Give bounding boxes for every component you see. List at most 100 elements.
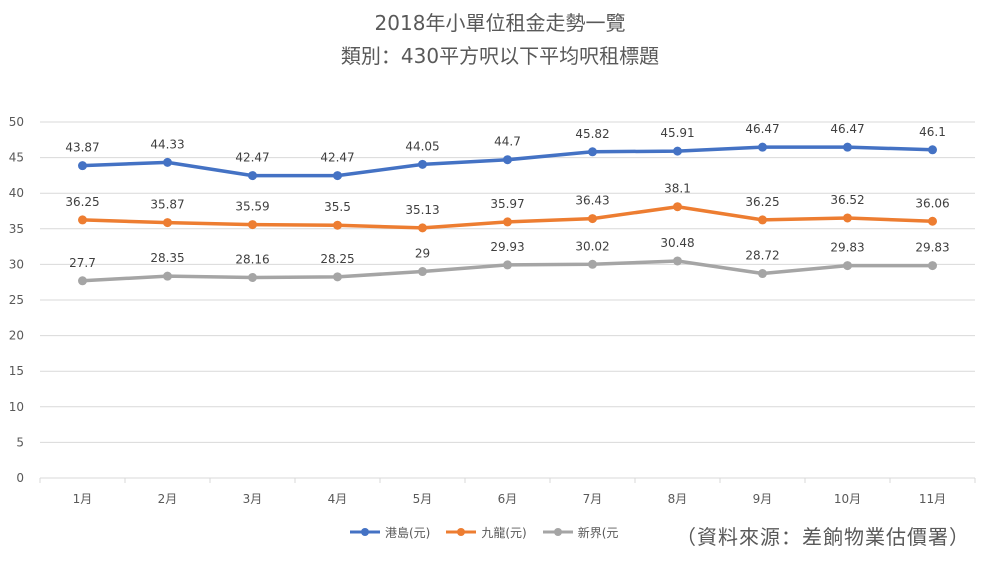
data-label: 28.35 bbox=[150, 251, 184, 265]
data-point bbox=[418, 223, 427, 233]
y-axis: 0 5 10 15 20 25 30 35 40 45 50 bbox=[9, 115, 24, 485]
data-point bbox=[78, 161, 87, 171]
y-tick-label: 30 bbox=[9, 257, 24, 271]
gridlines bbox=[40, 121, 975, 479]
data-label: 29.83 bbox=[830, 241, 864, 255]
data-label: 28.72 bbox=[745, 249, 779, 263]
data-label: 28.16 bbox=[235, 253, 269, 267]
x-tick-label: 10月 bbox=[834, 492, 861, 506]
data-point bbox=[928, 261, 937, 271]
data-label: 44.05 bbox=[405, 139, 439, 153]
legend-swatch bbox=[542, 528, 573, 536]
data-label: 27.7 bbox=[69, 256, 96, 270]
legend-label: 九龍(元) bbox=[481, 525, 527, 540]
y-tick-label: 40 bbox=[9, 186, 24, 200]
data-label: 44.33 bbox=[150, 137, 184, 151]
data-label: 38.1 bbox=[664, 182, 691, 196]
y-tick-label: 25 bbox=[9, 293, 24, 307]
legend: 港島(元) 九龍(元) 新界(元 bbox=[348, 521, 632, 543]
data-point bbox=[843, 261, 852, 271]
x-tick-label: 8月 bbox=[668, 492, 688, 506]
x-tick-label: 3月 bbox=[243, 492, 263, 506]
data-point bbox=[163, 271, 172, 281]
data-labels: 43.87 44.33 42.47 42.47 44.05 44.7 45.82 45.91 4… bbox=[65, 122, 949, 270]
data-point bbox=[673, 202, 682, 212]
legend-item: 港島(元) bbox=[348, 524, 430, 541]
y-tick-label: 5 bbox=[16, 435, 24, 449]
data-label: 45.91 bbox=[660, 126, 694, 140]
legend-marker bbox=[361, 528, 369, 536]
data-label: 46.47 bbox=[745, 122, 779, 136]
chart-title: 2018年小單位租金走勢一覽 bbox=[374, 11, 626, 35]
data-point bbox=[248, 171, 257, 181]
data-label: 42.47 bbox=[320, 151, 354, 165]
legend-label: 港島(元) bbox=[385, 525, 431, 540]
data-label: 44.7 bbox=[494, 135, 521, 149]
data-point bbox=[928, 216, 937, 226]
x-tick-label: 11月 bbox=[919, 492, 946, 506]
data-point bbox=[758, 142, 767, 152]
data-label: 42.47 bbox=[235, 151, 269, 165]
y-tick-label: 35 bbox=[9, 222, 24, 236]
y-tick-label: 45 bbox=[9, 151, 24, 165]
x-axis: 1月 2月 3月 4月 5月 6月 7月 8月 9月 10月 11月 bbox=[39, 478, 976, 506]
data-label: 28.25 bbox=[320, 252, 354, 266]
data-label: 36.06 bbox=[915, 196, 949, 210]
data-point bbox=[248, 220, 257, 230]
data-label: 29.93 bbox=[490, 240, 524, 254]
data-label: 36.43 bbox=[575, 194, 609, 208]
data-point bbox=[588, 259, 597, 269]
chart-subtitle: 類別：430平方呎以下平均呎租標題 bbox=[340, 44, 660, 68]
legend-label: 新界(元 bbox=[577, 525, 619, 540]
legend-item: 新界(元 bbox=[541, 524, 619, 541]
source-annotation: （資料來源：差餉物業估價署） bbox=[676, 525, 970, 549]
legend-marker bbox=[553, 528, 562, 536]
data-point bbox=[843, 213, 852, 223]
legend-swatch bbox=[350, 528, 380, 536]
data-point bbox=[333, 220, 342, 230]
data-point bbox=[843, 142, 852, 152]
data-label: 36.25 bbox=[745, 195, 779, 209]
data-point bbox=[758, 215, 767, 225]
data-label: 29.83 bbox=[915, 241, 949, 255]
data-label: 35.87 bbox=[150, 198, 184, 212]
data-label: 29 bbox=[415, 247, 430, 261]
data-point bbox=[78, 215, 87, 225]
data-label: 35.59 bbox=[235, 200, 269, 214]
data-point bbox=[333, 272, 342, 282]
x-tick-label: 1月 bbox=[73, 492, 93, 506]
data-label: 35.5 bbox=[324, 200, 351, 214]
data-point bbox=[418, 159, 427, 169]
data-label: 30.48 bbox=[660, 236, 694, 250]
x-tick-label: 2月 bbox=[158, 492, 178, 506]
data-point bbox=[673, 146, 682, 156]
data-label: 36.52 bbox=[830, 193, 864, 207]
legend-swatch bbox=[446, 528, 477, 536]
data-point bbox=[503, 217, 512, 227]
data-point bbox=[758, 269, 767, 279]
data-label: 46.1 bbox=[919, 125, 946, 139]
data-point bbox=[163, 157, 172, 167]
data-label: 45.82 bbox=[575, 127, 609, 141]
legend-item: 九龍(元) bbox=[444, 524, 527, 541]
series-group bbox=[78, 142, 937, 286]
x-tick-label: 4月 bbox=[328, 492, 348, 506]
legend-marker bbox=[457, 528, 466, 536]
data-point bbox=[928, 145, 937, 155]
data-point bbox=[588, 214, 597, 224]
data-point bbox=[503, 260, 512, 270]
data-label: 43.87 bbox=[65, 141, 99, 155]
data-point bbox=[673, 256, 682, 266]
y-tick-label: 0 bbox=[16, 471, 24, 485]
data-label: 35.97 bbox=[490, 197, 524, 211]
y-tick-label: 20 bbox=[9, 329, 24, 343]
data-point bbox=[588, 147, 597, 157]
y-tick-label: 50 bbox=[9, 115, 24, 129]
x-tick-label: 6月 bbox=[498, 492, 518, 506]
data-point bbox=[418, 267, 427, 277]
x-tick-label: 7月 bbox=[583, 492, 603, 506]
data-label: 36.25 bbox=[65, 195, 99, 209]
y-tick-label: 10 bbox=[9, 400, 24, 414]
x-tick-label: 9月 bbox=[753, 492, 773, 506]
